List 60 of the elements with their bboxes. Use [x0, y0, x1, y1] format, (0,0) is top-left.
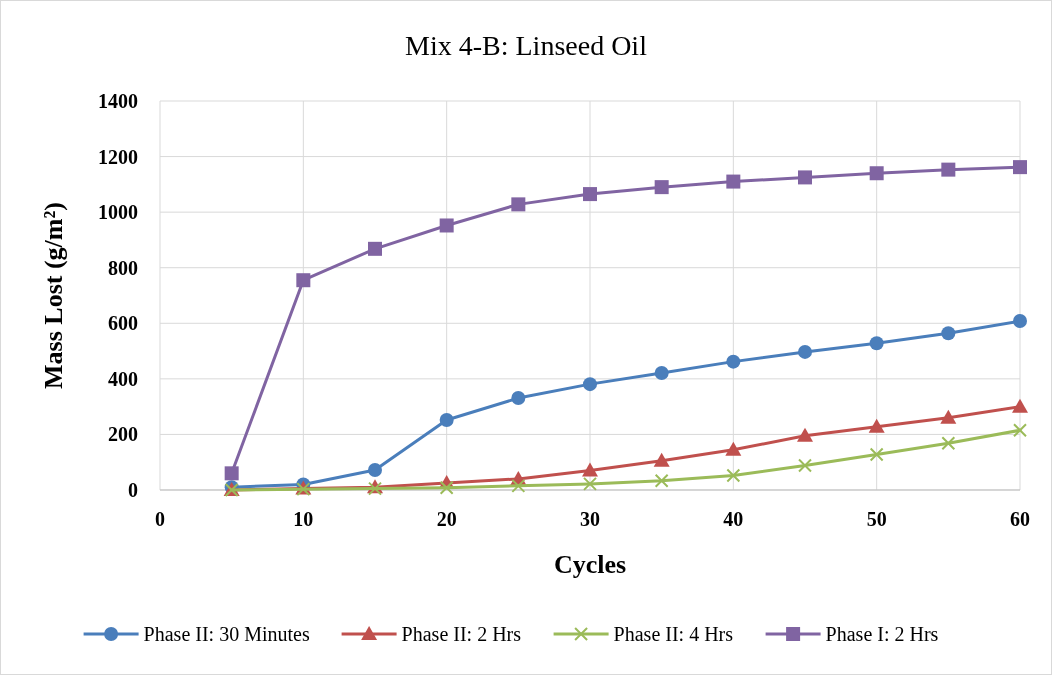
point [868, 418, 885, 433]
x-tick-label: 0 [155, 508, 165, 530]
point [439, 412, 454, 427]
x-tick-label: 30 [580, 508, 600, 530]
legend-label: Phase II: 4 Hrs [613, 623, 734, 645]
point [940, 409, 957, 424]
y-tick-label: 1000 [98, 201, 138, 224]
point [583, 377, 597, 392]
legend-label: Phase II: 30 Minutes [143, 623, 310, 645]
point [726, 354, 741, 369]
point [296, 273, 311, 288]
x-axis-title: Cycles [553, 550, 627, 579]
point [726, 174, 741, 189]
point [869, 336, 884, 351]
legend-label: Phase I: 2 Hrs [825, 623, 939, 645]
y-tick-label: 1400 [98, 90, 138, 112]
y-tick-label: 600 [108, 312, 138, 335]
point [653, 452, 670, 467]
x-tick-label: 40 [723, 508, 744, 530]
point [368, 241, 382, 256]
y-tick-label: 1200 [98, 145, 138, 168]
point [869, 447, 884, 462]
point [368, 462, 382, 477]
y-tick-label: 800 [108, 256, 138, 279]
point [511, 197, 526, 212]
point [511, 478, 526, 493]
point [1012, 398, 1028, 413]
point [941, 162, 956, 177]
point [1013, 314, 1027, 329]
point [941, 436, 956, 451]
x-tick-label: 20 [436, 508, 457, 530]
point [1013, 160, 1027, 175]
point [511, 391, 526, 406]
point [726, 468, 741, 483]
point [224, 466, 239, 481]
point [583, 476, 597, 491]
point [439, 218, 454, 233]
point [798, 170, 812, 185]
legend-label: Phase II: 2 Hrs [401, 623, 522, 645]
point [582, 462, 598, 477]
y-tick-label: 400 [108, 367, 138, 390]
point [798, 344, 812, 359]
point [583, 187, 597, 202]
y-axis-title: Mass Lost (g/m²) [39, 202, 68, 389]
y-tick-label: 0 [128, 479, 138, 501]
point [1013, 423, 1027, 438]
x-tick-label: 60 [1010, 508, 1030, 530]
x-tick-label: 10 [293, 508, 314, 530]
point [654, 180, 669, 195]
point [439, 480, 454, 495]
point [654, 366, 669, 381]
point [941, 326, 956, 341]
point [654, 473, 669, 488]
y-tick-label: 200 [108, 423, 138, 446]
x-tick-label: 50 [866, 508, 887, 530]
point [869, 166, 884, 181]
chart-title: Mix 4-B: Linseed Oil [405, 30, 648, 61]
point [725, 441, 742, 456]
point [797, 427, 813, 442]
point [798, 458, 812, 473]
